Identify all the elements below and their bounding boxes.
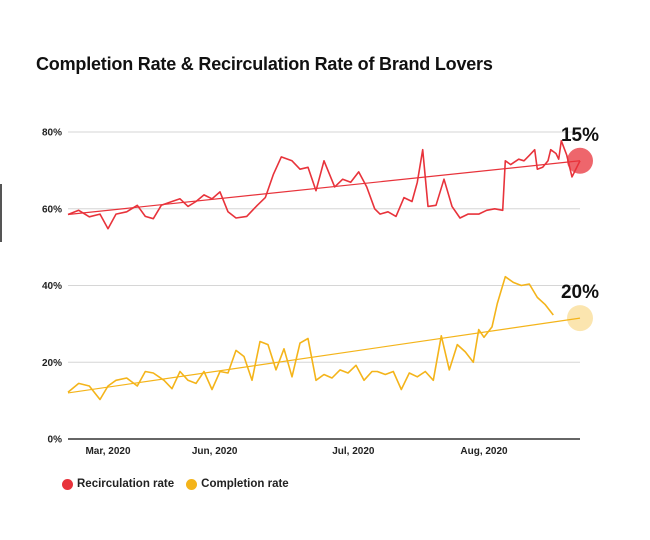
window-edge-divider bbox=[0, 184, 2, 242]
x-tick-label: Mar, 2020 bbox=[85, 446, 130, 457]
completion-ratetrend-line bbox=[67, 317, 581, 394]
y-tick-label: 20% bbox=[42, 358, 62, 369]
x-tick-label: Jun, 2020 bbox=[192, 446, 238, 457]
series-lines bbox=[67, 140, 581, 401]
recirculation-dot-icon bbox=[62, 478, 73, 490]
chart-legend: Recirculation rate Completion rate bbox=[62, 478, 289, 490]
end-callouts: 15% 20% bbox=[561, 125, 599, 332]
grid-lines bbox=[68, 131, 580, 363]
completion-rateseries-line bbox=[67, 275, 554, 401]
recirculation-ratetrend-line bbox=[67, 160, 581, 216]
legend-label-recirculation: Recirculation rate bbox=[77, 478, 175, 490]
y-tick-label: 60% bbox=[42, 204, 62, 215]
legend-item-recirculation: Recirculation rate bbox=[62, 478, 174, 490]
y-tick-label: 40% bbox=[42, 281, 62, 292]
x-tick-labels: Mar, 2020 Jun, 2020 Jul, 2020 Aug, 2020 bbox=[85, 446, 508, 457]
recirculation-ratechange-label: 15% bbox=[561, 125, 599, 146]
y-tick-labels: 0% 20% 40% 60% 80% bbox=[42, 128, 62, 446]
completion-dot-icon bbox=[186, 478, 198, 490]
legend-label-completion: Completion rate bbox=[201, 478, 289, 490]
recirculation-rateseries-line bbox=[67, 140, 581, 230]
x-tick-label: Aug, 2020 bbox=[460, 446, 508, 457]
legend-item-completion: Completion rate bbox=[186, 478, 289, 490]
y-tick-label: 0% bbox=[48, 435, 63, 446]
x-tick-label: Jul, 2020 bbox=[332, 446, 375, 457]
chart-title: Completion Rate & Recirculation Rate of … bbox=[36, 54, 493, 74]
y-tick-label: 80% bbox=[42, 128, 62, 139]
completion-rateend-marker bbox=[567, 305, 593, 332]
completion-ratechange-label: 20% bbox=[561, 282, 599, 303]
recirculation-rateend-marker bbox=[567, 147, 593, 174]
